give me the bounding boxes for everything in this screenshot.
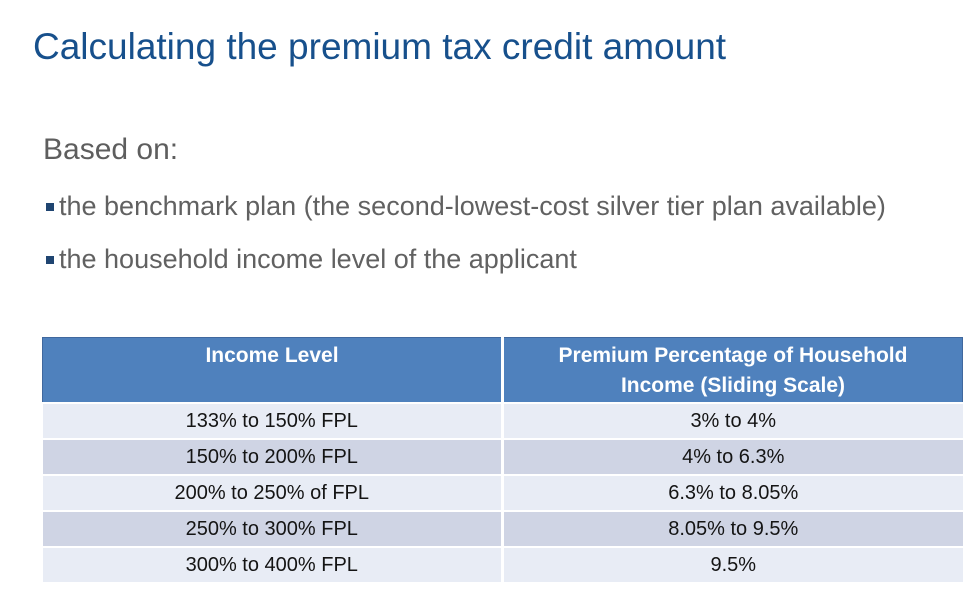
bullet-item: the benchmark plan (the second-lowest-co…	[46, 189, 886, 223]
table-header-premium-percentage: Premium Percentage of Household Income (…	[502, 337, 963, 404]
table-header-income-level-label: Income Level	[205, 344, 339, 367]
table-cell-income: 300% to 400% FPL	[42, 547, 504, 584]
table-cell-income: 250% to 300% FPL	[42, 511, 504, 548]
table-cell-income: 200% to 250% of FPL	[42, 475, 504, 512]
bullet-text: the benchmark plan (the second-lowest-co…	[59, 190, 886, 221]
table-cell-premium: 3% to 4%	[502, 403, 963, 440]
premium-percentage-table: Income Level Premium Percentage of House…	[42, 337, 963, 584]
table-cell-premium: 4% to 6.3%	[502, 439, 963, 476]
table-cell-premium: 8.05% to 9.5%	[502, 511, 963, 548]
table-header-row: Income Level Premium Percentage of House…	[42, 337, 963, 404]
based-on-heading: Based on:	[43, 133, 179, 166]
bullet-square-icon	[46, 256, 54, 264]
bullet-list: the benchmark plan (the second-lowest-co…	[46, 189, 886, 295]
table-row-2: 200% to 250% of FPL 6.3% to 8.05%	[42, 475, 963, 512]
table-row-1: 150% to 200% FPL 4% to 6.3%	[42, 439, 963, 476]
table-row-0: 133% to 150% FPL 3% to 4%	[42, 403, 963, 440]
table-cell-premium: 9.5%	[502, 547, 963, 584]
table-cell-income: 150% to 200% FPL	[42, 439, 504, 476]
table-row-4: 300% to 400% FPL 9.5%	[42, 547, 963, 584]
table-header-income-level: Income Level	[42, 337, 504, 404]
table-row-3: 250% to 300% FPL 8.05% to 9.5%	[42, 511, 963, 548]
bullet-item: the household income level of the applic…	[46, 242, 886, 276]
table-cell-premium: 6.3% to 8.05%	[502, 475, 963, 512]
slide-title: Calculating the premium tax credit amoun…	[33, 26, 727, 67]
table-header-premium-percentage-label: Premium Percentage of Household Income (…	[558, 344, 908, 397]
bullet-square-icon	[46, 203, 54, 211]
bullet-text: the household income level of the applic…	[59, 243, 577, 274]
table-cell-income: 133% to 150% FPL	[42, 403, 504, 440]
